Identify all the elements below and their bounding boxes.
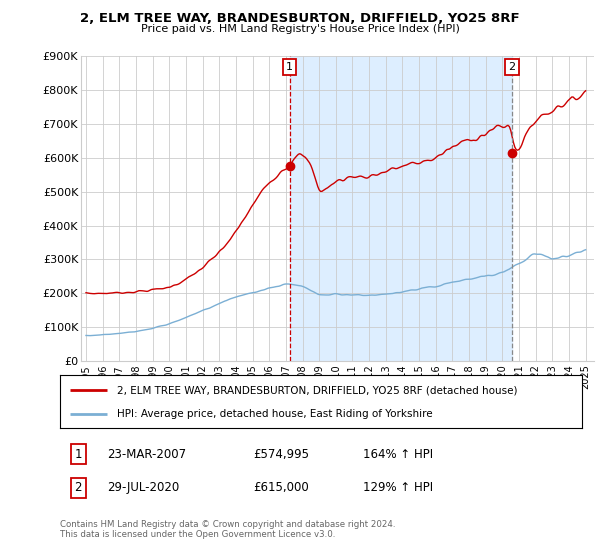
Text: £615,000: £615,000 — [253, 481, 309, 494]
Text: 2: 2 — [508, 62, 515, 72]
Text: 2, ELM TREE WAY, BRANDESBURTON, DRIFFIELD, YO25 8RF (detached house): 2, ELM TREE WAY, BRANDESBURTON, DRIFFIEL… — [118, 385, 518, 395]
Text: 2, ELM TREE WAY, BRANDESBURTON, DRIFFIELD, YO25 8RF: 2, ELM TREE WAY, BRANDESBURTON, DRIFFIEL… — [80, 12, 520, 25]
Bar — [290, 56, 512, 361]
Text: 129% ↑ HPI: 129% ↑ HPI — [363, 481, 433, 494]
Text: £574,995: £574,995 — [253, 448, 309, 461]
Text: Price paid vs. HM Land Registry's House Price Index (HPI): Price paid vs. HM Land Registry's House … — [140, 24, 460, 34]
Text: 1: 1 — [286, 62, 293, 72]
Text: 29-JUL-2020: 29-JUL-2020 — [107, 481, 179, 494]
Text: Contains HM Land Registry data © Crown copyright and database right 2024.
This d: Contains HM Land Registry data © Crown c… — [60, 520, 395, 539]
Text: 23-MAR-2007: 23-MAR-2007 — [107, 448, 186, 461]
Text: HPI: Average price, detached house, East Riding of Yorkshire: HPI: Average price, detached house, East… — [118, 408, 433, 418]
Text: 1: 1 — [74, 448, 82, 461]
Text: 2: 2 — [74, 481, 82, 494]
Text: 164% ↑ HPI: 164% ↑ HPI — [363, 448, 433, 461]
